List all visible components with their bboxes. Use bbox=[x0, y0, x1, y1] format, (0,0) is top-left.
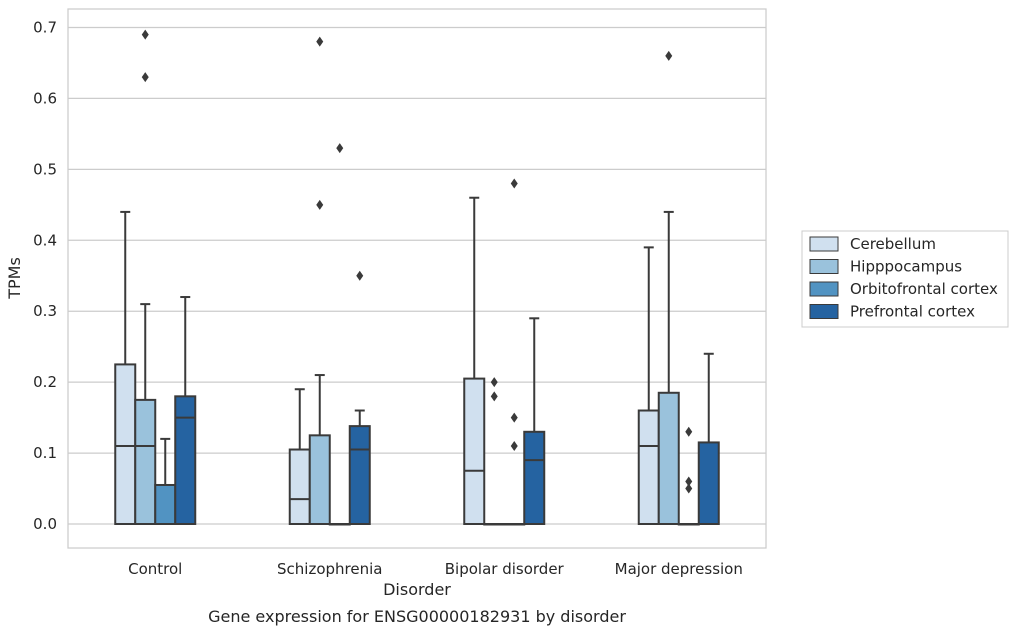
legend-swatch bbox=[809, 304, 839, 319]
box bbox=[637, 409, 660, 525]
outlier-point bbox=[685, 426, 693, 437]
box bbox=[657, 391, 680, 525]
outlier-point bbox=[685, 483, 693, 494]
outlier-point bbox=[316, 36, 324, 47]
x-tick-label: Schizophrenia bbox=[277, 560, 382, 578]
outlier-point bbox=[316, 199, 324, 210]
y-tick-label: 0.7 bbox=[33, 19, 57, 37]
box bbox=[114, 363, 137, 525]
outlier-point bbox=[665, 50, 673, 61]
x-tick-label: Bipolar disorder bbox=[445, 560, 565, 578]
box bbox=[348, 425, 371, 525]
x-tick-labels: Control Schizophrenia Bipolar disorder Majo… bbox=[128, 560, 743, 578]
outlier-point bbox=[510, 178, 518, 189]
box-orbitofrontal-cortex bbox=[154, 437, 177, 526]
x-axis-label: Disorder bbox=[383, 580, 451, 599]
box bbox=[174, 395, 197, 526]
box-prefrontal-cortex bbox=[523, 317, 546, 525]
x-tick-label: Major depression bbox=[615, 560, 743, 578]
box-prefrontal-cortex bbox=[174, 296, 197, 526]
box-cerebellum bbox=[637, 246, 660, 525]
x-tick-label: Control bbox=[128, 560, 182, 578]
outlier-point bbox=[490, 391, 498, 402]
box-hipppocampus bbox=[308, 36, 331, 526]
box-prefrontal-cortex bbox=[697, 352, 720, 525]
box-cerebellum bbox=[288, 388, 311, 525]
box-orbitofrontal-cortex bbox=[503, 178, 526, 526]
box-groups bbox=[114, 29, 720, 526]
outlier-point bbox=[685, 476, 693, 487]
y-tick-label: 0.5 bbox=[33, 160, 57, 178]
box-prefrontal-cortex bbox=[348, 270, 371, 525]
box-hipppocampus bbox=[134, 29, 157, 525]
outlier-point bbox=[141, 72, 149, 83]
legend: Cerebellum Hipppocampus Orbitofrontal cort… bbox=[801, 230, 1009, 328]
outlier-point bbox=[336, 143, 344, 154]
chart-caption: Gene expression for ENSG00000182931 by d… bbox=[208, 607, 626, 626]
plot-frame bbox=[67, 8, 767, 549]
box-orbitofrontal-cortex bbox=[677, 426, 700, 526]
y-axis-label: TPMs bbox=[5, 257, 24, 300]
box-hipppocampus bbox=[483, 377, 506, 526]
legend-label: Orbitofrontal cortex bbox=[850, 280, 998, 298]
legend-label: Cerebellum bbox=[850, 235, 936, 253]
legend-swatch bbox=[809, 236, 839, 252]
box bbox=[134, 398, 157, 525]
outlier-point bbox=[510, 412, 518, 423]
box bbox=[308, 434, 331, 526]
y-tick-label: 0.3 bbox=[33, 302, 57, 320]
outlier-point bbox=[356, 270, 364, 281]
legend-label: Hipppocampus bbox=[850, 258, 962, 276]
box bbox=[697, 441, 720, 525]
box bbox=[523, 430, 546, 525]
y-tick-label: 0.0 bbox=[33, 515, 57, 533]
box-cerebellum bbox=[114, 210, 137, 525]
box bbox=[288, 448, 311, 525]
y-tick-label: 0.6 bbox=[33, 89, 57, 107]
y-tick-label: 0.1 bbox=[33, 444, 57, 462]
y-tick-label: 0.4 bbox=[33, 231, 57, 249]
legend-label: Prefrontal cortex bbox=[850, 303, 975, 321]
outlier-point bbox=[490, 377, 498, 388]
legend-swatch bbox=[809, 281, 839, 297]
box-orbitofrontal-cortex bbox=[328, 143, 351, 526]
outlier-point bbox=[510, 440, 518, 451]
box bbox=[154, 483, 177, 526]
y-tick-labels: 0.0 0.1 0.2 0.3 0.4 0.5 0.6 0.7 bbox=[33, 19, 57, 534]
box-cerebellum bbox=[463, 196, 486, 525]
legend-swatch bbox=[809, 259, 839, 274]
box-hipppocampus bbox=[657, 50, 680, 525]
outlier-point bbox=[141, 29, 149, 40]
box bbox=[463, 377, 486, 525]
y-tick-label: 0.2 bbox=[33, 373, 57, 391]
